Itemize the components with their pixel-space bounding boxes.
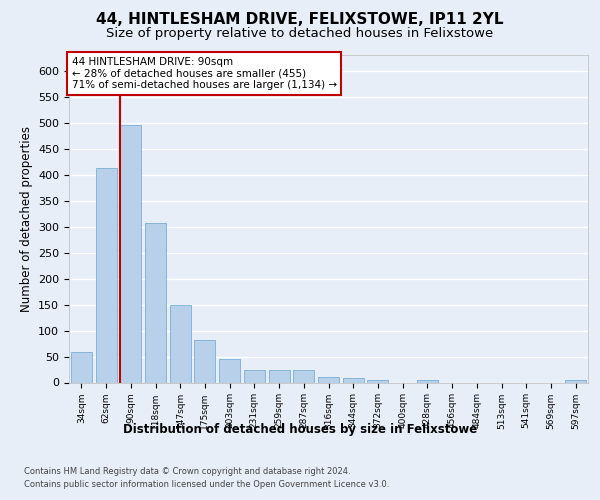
- Bar: [95, 168, 116, 382]
- Bar: [565, 380, 586, 382]
- Text: 44 HINTLESHAM DRIVE: 90sqm
← 28% of detached houses are smaller (455)
71% of sem: 44 HINTLESHAM DRIVE: 90sqm ← 28% of deta…: [71, 56, 337, 90]
- Bar: [244, 370, 265, 382]
- Bar: [170, 304, 191, 382]
- Bar: [318, 378, 339, 382]
- Bar: [367, 380, 388, 382]
- Bar: [417, 380, 438, 382]
- Bar: [120, 125, 141, 382]
- Bar: [145, 224, 166, 382]
- Text: 44, HINTLESHAM DRIVE, FELIXSTOWE, IP11 2YL: 44, HINTLESHAM DRIVE, FELIXSTOWE, IP11 2…: [96, 12, 504, 28]
- Bar: [71, 352, 92, 382]
- Bar: [343, 378, 364, 382]
- Bar: [194, 340, 215, 382]
- Bar: [269, 370, 290, 382]
- Y-axis label: Number of detached properties: Number of detached properties: [20, 126, 32, 312]
- Text: Contains HM Land Registry data © Crown copyright and database right 2024.: Contains HM Land Registry data © Crown c…: [24, 468, 350, 476]
- Text: Distribution of detached houses by size in Felixstowe: Distribution of detached houses by size …: [123, 422, 477, 436]
- Text: Size of property relative to detached houses in Felixstowe: Size of property relative to detached ho…: [106, 28, 494, 40]
- Bar: [293, 370, 314, 382]
- Bar: [219, 359, 240, 382]
- Text: Contains public sector information licensed under the Open Government Licence v3: Contains public sector information licen…: [24, 480, 389, 489]
